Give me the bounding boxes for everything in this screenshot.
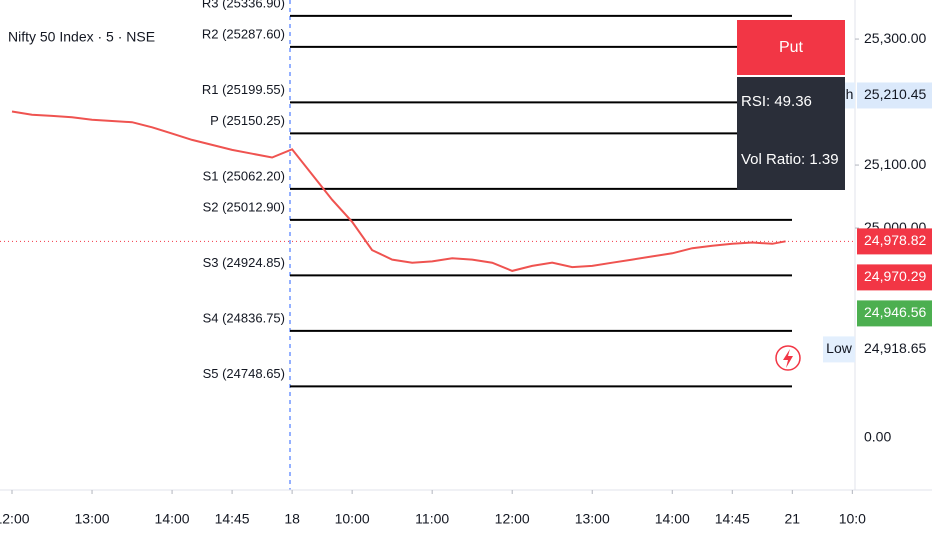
pivot-label: R1 (25199.55) — [202, 82, 285, 97]
signal: Put — [779, 39, 804, 56]
pivot-label: S1 (25062.20) — [203, 168, 285, 183]
pivot-label-bg — [195, 199, 285, 216]
price-label-bg — [857, 82, 932, 109]
pivot-label: S3 (24924.85) — [203, 255, 285, 270]
pivot-label: P (25150.25) — [210, 113, 285, 128]
pivot-label-bg — [195, 366, 285, 383]
pivot-label: S2 (25012.90) — [203, 199, 285, 214]
pivot-label: S4 (24836.75) — [203, 310, 285, 325]
price-label-bg — [857, 300, 932, 327]
lower-pane-label: 0.00 — [864, 429, 891, 445]
x-tick-label: 11:00 — [415, 511, 449, 527]
price-label: 24,946.56 — [864, 304, 926, 320]
x-tick-label: 21 — [785, 511, 801, 527]
vol-ratio: Vol Ratio: 1.39 — [741, 151, 839, 168]
price-label: 24,970.29 — [864, 268, 926, 284]
price-line — [11, 110, 786, 272]
plot-area: 12:00 13:00 14:00 14:45 18 10:00 11:00 12:00 13:… — [0, 0, 932, 527]
title-bg — [2, 26, 152, 50]
price-label-bg — [857, 228, 932, 255]
price-label-bg — [857, 336, 932, 363]
pivot-label-bg — [195, 168, 285, 185]
stats-box — [737, 77, 845, 190]
alert-bolt — [783, 349, 793, 368]
x-tick-label: 13:00 — [75, 511, 110, 527]
pivot-label-bg — [195, 26, 285, 43]
x-tick-label: 13:00 — [575, 511, 610, 527]
chart-title: Nifty 50 Index · 5 · NSE — [8, 29, 155, 45]
pivot-label-bg — [195, 113, 285, 130]
signal-box — [737, 20, 845, 75]
price-label: 24,978.82 — [864, 232, 926, 248]
x-tick-label: 12:00 — [0, 511, 30, 527]
x-tick-label: 12:00 — [495, 511, 530, 527]
pivot-label: S5 (24748.65) — [203, 366, 285, 381]
price-label: 25,210.45 — [864, 86, 926, 102]
pivot-label: R3 (25336.90) — [202, 0, 285, 10]
y-tick-label: 25,300.00 — [864, 30, 926, 46]
price-label: 24,918.65 — [864, 340, 926, 356]
price-label-bg — [857, 264, 932, 291]
x-tick-label: 10:0 — [839, 511, 866, 527]
x-tick-label: 10:00 — [335, 511, 370, 527]
pivot-label-bg — [195, 310, 285, 327]
x-tick-label: 14:45 — [215, 511, 250, 527]
pivot-label: R2 (25287.60) — [202, 26, 285, 41]
x-tick-label: 14:00 — [655, 511, 690, 527]
pivot-label-bg — [195, 255, 285, 272]
y-tick-label: 25,100.00 — [864, 156, 926, 172]
pivot-label-bg — [195, 82, 285, 99]
price-tag-bg — [823, 336, 855, 363]
x-tick-label: 14:00 — [155, 511, 190, 527]
pivot-label-bg — [195, 0, 285, 12]
x-tick-label: 18 — [284, 511, 300, 527]
x-tick-label: 14:45 — [715, 511, 750, 527]
price-tag: Low — [826, 340, 853, 356]
rsi: RSI: 49.36 — [741, 93, 812, 110]
